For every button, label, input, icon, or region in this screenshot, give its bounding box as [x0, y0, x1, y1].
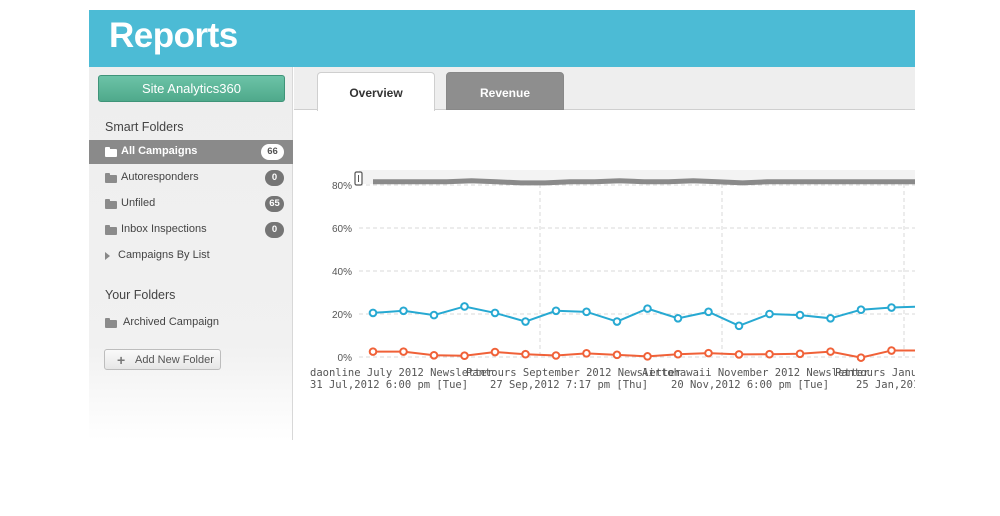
data-point — [765, 349, 774, 359]
folder-icon — [105, 173, 117, 183]
folder-icon — [105, 147, 117, 157]
data-point — [399, 347, 408, 356]
data-point — [582, 307, 591, 317]
count-badge: 66 — [261, 144, 284, 160]
x-tick-label: 27 Sep,2012 7:17 pm [Thu] — [490, 379, 648, 391]
count-badge: 0 — [265, 170, 284, 186]
sidebar-item-archived-campaign[interactable]: Archived Campaign — [89, 311, 293, 335]
data-point — [673, 349, 683, 359]
data-point — [521, 317, 530, 326]
expand-triangle-icon — [105, 252, 110, 260]
sidebar-item-label: Campaigns By List — [118, 249, 210, 261]
data-point — [795, 349, 805, 359]
data-point — [643, 352, 652, 361]
header-bar: Reports — [89, 10, 915, 67]
count-badge: 65 — [265, 196, 284, 212]
sidebar-item-unfiled[interactable]: Unfiled 65 — [89, 192, 293, 216]
y-tick-label: 40% — [332, 267, 352, 278]
sidebar-item-label: Autoresponders — [121, 171, 199, 183]
data-point — [429, 310, 439, 320]
data-point — [643, 304, 652, 313]
sidebar-item-campaigns-by-list[interactable]: Campaigns By List — [89, 244, 293, 268]
x-tick-label: Airtohawaii November 2012 Newsletter — [642, 367, 870, 379]
data-point — [582, 349, 591, 358]
data-point — [704, 307, 713, 317]
data-point — [368, 347, 378, 356]
sidebar-item-all-campaigns[interactable]: All Campaigns 66 — [89, 140, 293, 164]
page-title: Reports — [109, 16, 238, 55]
data-point — [490, 347, 500, 357]
series-line — [373, 178, 915, 186]
data-point — [612, 317, 622, 326]
x-tick-label: 25 Jan,2013 — [856, 379, 915, 391]
data-point — [795, 310, 805, 320]
data-point — [551, 351, 561, 360]
data-point — [429, 350, 439, 360]
y-tick-label: 20% — [332, 310, 352, 321]
your-folders-title: Your Folders — [105, 288, 176, 302]
smart-folders-title: Smart Folders — [105, 120, 184, 134]
data-point — [704, 348, 713, 358]
folder-icon — [105, 318, 117, 328]
x-tick-label: daonline July 2012 Newsletter — [310, 367, 493, 379]
data-point — [521, 349, 530, 359]
data-point — [826, 347, 835, 356]
data-point — [551, 306, 561, 316]
data-point — [612, 350, 622, 360]
data-point — [399, 306, 408, 316]
sidebar-item-inbox-inspections[interactable]: Inbox Inspections 0 — [89, 218, 293, 242]
data-point — [460, 302, 469, 311]
main-panel: Overview Revenue 80% 60% 40% 20% 0% daonline … — [294, 67, 915, 440]
y-tick-label: 60% — [332, 224, 352, 235]
x-tick-label: 20 Nov,2012 6:00 pm [Tue] — [671, 379, 829, 391]
tab-overview[interactable]: Overview — [317, 72, 435, 111]
add-folder-label: Add New Folder — [135, 354, 214, 366]
x-tick-label: Pantours September 2012 Newsletter — [466, 367, 681, 379]
data-point — [734, 321, 744, 331]
data-point — [765, 309, 774, 319]
add-new-folder-button[interactable]: + Add New Folder — [104, 349, 221, 370]
data-point — [887, 346, 896, 355]
count-badge: 0 — [265, 222, 284, 238]
sidebar-item-label: Inbox Inspections — [121, 223, 207, 235]
overview-line-chart: 80% 60% 40% 20% 0% daonline July 2012 Newslet… — [310, 170, 915, 391]
data-point — [734, 350, 744, 359]
x-tick-label: 31 Jul,2012 6:00 pm [Tue] — [310, 379, 468, 391]
tab-revenue[interactable]: Revenue — [446, 72, 564, 110]
sidebar-item-label: Archived Campaign — [123, 316, 219, 328]
data-point — [887, 303, 896, 312]
y-tick-label: 80% — [332, 181, 352, 192]
sidebar-item-autoresponders[interactable]: Autoresponders 0 — [89, 166, 293, 190]
sidebar-item-label: All Campaigns — [121, 145, 198, 157]
folder-icon — [105, 225, 117, 235]
folder-icon — [105, 199, 117, 209]
data-point — [673, 314, 683, 323]
data-point — [826, 314, 835, 323]
site-analytics-button[interactable]: Site Analytics360 — [98, 75, 285, 102]
data-point — [490, 308, 500, 318]
plus-icon: + — [117, 352, 126, 368]
data-point — [460, 351, 469, 361]
y-tick-label: 0% — [338, 353, 353, 364]
data-point — [856, 305, 866, 314]
reports-app: Reports Site Analytics360 Smart Folders … — [89, 10, 915, 440]
tab-bar: Overview Revenue — [294, 67, 915, 111]
sidebar-item-label: Unfiled — [121, 197, 156, 209]
sidebar: Site Analytics360 Smart Folders All Camp… — [89, 67, 293, 440]
data-point — [368, 308, 378, 318]
data-point — [856, 353, 866, 362]
x-tick-label: Pantours January — [835, 367, 915, 379]
